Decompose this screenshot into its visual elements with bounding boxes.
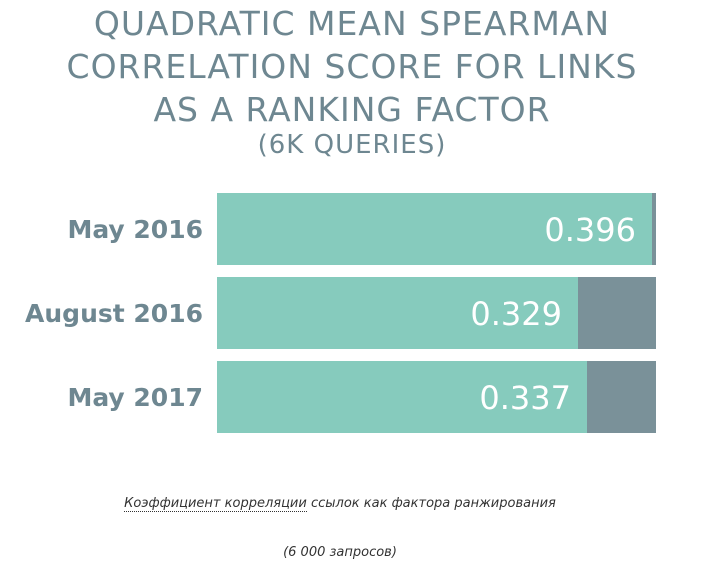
caption-text: ссылок как фактора ранжирования [306, 496, 556, 511]
image-caption-queries: (6 000 запросов) [283, 545, 397, 560]
bar-chart: May 2016 0.396 August 2016 0.329 May 2017 0.3… [25, 193, 656, 433]
chart-title-line-1: QUADRATIC MEAN SPEARMAN [93, 4, 611, 43]
image-caption: Коэффициент корреляции ссылок как фактор… [0, 496, 680, 512]
bar-1 [217, 193, 652, 265]
value-label-2: 0.329 [470, 295, 562, 333]
chart-title: QUADRATIC MEAN SPEARMAN CORRELATION SCOR… [0, 2, 704, 131]
chart-title-line-3: AS A RANKING FACTOR [153, 90, 551, 129]
caption-link[interactable]: Коэффициент корреляции [124, 496, 307, 512]
category-label-3: May 2017 [67, 383, 203, 412]
bar-3 [217, 361, 587, 433]
chart-title-line-2: CORRELATION SCORE FOR LINKS [66, 47, 638, 86]
category-label-2: August 2016 [25, 299, 203, 328]
value-label-3: 0.337 [479, 379, 571, 417]
bar-2 [217, 277, 578, 349]
category-label-1: May 2016 [67, 215, 203, 244]
chart-subtitle: (6K QUERIES) [257, 130, 447, 160]
value-label-1: 0.396 [544, 211, 636, 249]
